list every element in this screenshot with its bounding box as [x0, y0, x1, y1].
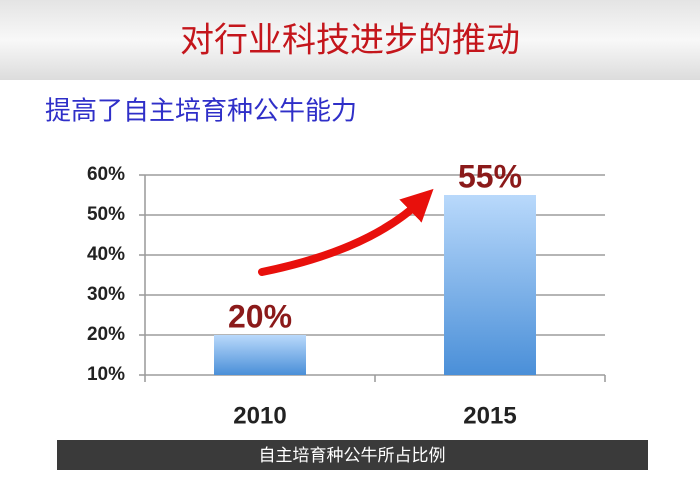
- x-tick-label: 2010: [233, 402, 286, 429]
- y-tick-label: 50%: [87, 204, 125, 225]
- bar: [444, 195, 536, 375]
- subtitle: 提高了自主培育种公牛能力: [45, 97, 357, 127]
- y-tick-label: 40%: [87, 244, 125, 265]
- y-tick-label: 10%: [87, 364, 125, 385]
- x-label-band: [57, 440, 648, 470]
- y-tick-label: 30%: [87, 284, 125, 305]
- x-tick-label: 2015: [463, 402, 516, 429]
- growth-arrow: [258, 188, 434, 276]
- slide-title: 对行业科技进步的推动: [180, 21, 520, 61]
- x-axis-label: 自主培育种公牛所占比例: [259, 446, 446, 466]
- value-label: 20%: [228, 298, 292, 334]
- title-band: [0, 0, 700, 80]
- y-tick-label: 60%: [87, 164, 125, 185]
- bar: [214, 335, 306, 375]
- value-label: 55%: [458, 158, 522, 194]
- y-tick-label: 20%: [87, 324, 125, 345]
